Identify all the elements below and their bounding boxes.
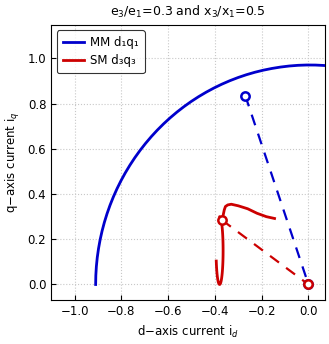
MM d₁q₁ bbox=[309, 63, 313, 67]
Y-axis label: q$-$axis current i$_q$: q$-$axis current i$_q$ bbox=[4, 112, 22, 213]
Line: MM d₁q₁: MM d₁q₁ bbox=[96, 65, 329, 284]
Line: SM d₃q₃: SM d₃q₃ bbox=[216, 204, 275, 284]
MM d₁q₁ bbox=[232, 77, 236, 81]
MM d₁q₁ bbox=[318, 63, 322, 67]
SM d₃q₃ bbox=[255, 211, 259, 215]
Legend: MM d₁q₁, SM d₃q₃: MM d₁q₁, SM d₃q₃ bbox=[57, 30, 145, 73]
SM d₃q₃ bbox=[218, 282, 222, 287]
SM d₃q₃ bbox=[229, 202, 233, 206]
SM d₃q₃ bbox=[221, 236, 225, 240]
SM d₃q₃ bbox=[226, 203, 230, 207]
SM d₃q₃ bbox=[216, 278, 220, 282]
SM d₃q₃ bbox=[215, 264, 218, 268]
X-axis label: d$-$axis current i$_d$: d$-$axis current i$_d$ bbox=[137, 324, 239, 340]
MM d₁q₁ bbox=[193, 97, 197, 101]
SM d₃q₃ bbox=[273, 216, 277, 221]
SM d₃q₃ bbox=[221, 256, 225, 260]
Title: e$_3$/e$_1$=0.3 and x$_3$/x$_1$=0.5: e$_3$/e$_1$=0.3 and x$_3$/x$_1$=0.5 bbox=[110, 4, 266, 20]
SM d₃q₃ bbox=[214, 259, 218, 263]
MM d₁q₁ bbox=[94, 282, 98, 287]
